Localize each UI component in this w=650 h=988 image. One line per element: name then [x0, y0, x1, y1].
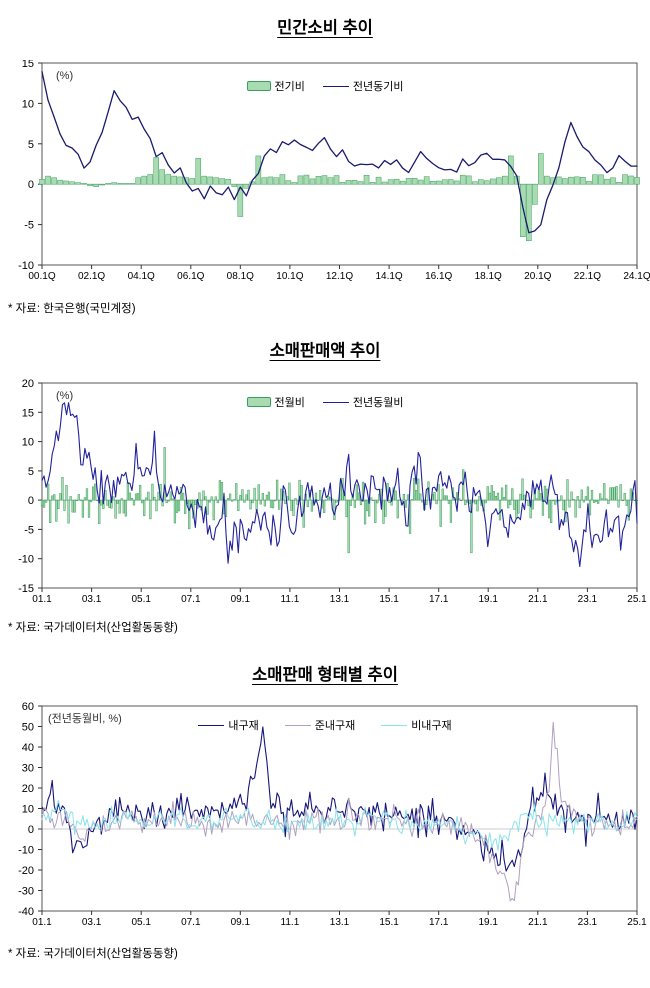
svg-text:07.1: 07.1	[181, 594, 201, 603]
svg-text:16.1Q: 16.1Q	[425, 271, 452, 282]
svg-text:15.1: 15.1	[379, 917, 399, 926]
svg-text:20: 20	[22, 378, 34, 390]
svg-text:21.1: 21.1	[528, 917, 548, 926]
svg-text:14.1Q: 14.1Q	[375, 271, 402, 282]
svg-text:10: 10	[22, 437, 34, 449]
svg-text:06.1Q: 06.1Q	[177, 271, 204, 282]
svg-text:10: 10	[22, 98, 34, 110]
svg-text:22.1Q: 22.1Q	[574, 271, 601, 282]
svg-text:19.1: 19.1	[478, 594, 498, 603]
svg-text:18.1Q: 18.1Q	[475, 271, 502, 282]
svg-text:05.1: 05.1	[131, 594, 151, 603]
svg-text:11.1: 11.1	[281, 917, 300, 926]
svg-text:19.1: 19.1	[478, 917, 498, 926]
svg-text:25.1: 25.1	[627, 594, 647, 603]
svg-text:08.1Q: 08.1Q	[227, 271, 254, 282]
svg-text:21.1: 21.1	[528, 594, 548, 603]
svg-text:30: 30	[22, 763, 34, 775]
svg-text:02.1Q: 02.1Q	[78, 271, 105, 282]
svg-text:23.1: 23.1	[578, 917, 598, 926]
svg-text:23.1: 23.1	[578, 594, 598, 603]
svg-text:0: 0	[28, 495, 34, 507]
svg-text:-30: -30	[18, 886, 34, 898]
svg-text:09.1: 09.1	[231, 917, 251, 926]
svg-text:17.1: 17.1	[429, 917, 449, 926]
svg-text:15: 15	[22, 60, 34, 70]
svg-text:01.1: 01.1	[32, 917, 52, 926]
svg-text:04.1Q: 04.1Q	[128, 271, 155, 282]
svg-text:-10: -10	[18, 845, 34, 857]
svg-text:03.1: 03.1	[82, 917, 102, 926]
svg-text:01.1: 01.1	[32, 594, 52, 603]
svg-text:24.1Q: 24.1Q	[623, 271, 650, 282]
svg-text:11.1: 11.1	[281, 594, 300, 603]
svg-text:10.1Q: 10.1Q	[276, 271, 303, 282]
svg-text:-20: -20	[18, 865, 34, 877]
svg-text:60: 60	[22, 701, 34, 713]
svg-text:-5: -5	[24, 220, 34, 232]
svg-text:40: 40	[22, 742, 34, 754]
svg-text:12.1Q: 12.1Q	[326, 271, 353, 282]
svg-text:03.1: 03.1	[82, 594, 102, 603]
svg-text:(%): (%)	[56, 70, 73, 82]
svg-text:(전년동월비, %): (전년동월비, %)	[48, 712, 122, 725]
svg-text:09.1: 09.1	[231, 594, 251, 603]
svg-text:-10: -10	[18, 554, 34, 566]
svg-text:20.1Q: 20.1Q	[524, 271, 551, 282]
svg-text:13.1: 13.1	[330, 917, 350, 926]
svg-text:0: 0	[28, 179, 34, 191]
svg-text:(%): (%)	[56, 390, 73, 402]
svg-text:25.1: 25.1	[627, 917, 647, 926]
svg-text:00.1Q: 00.1Q	[28, 271, 55, 282]
svg-text:0: 0	[28, 824, 34, 836]
svg-text:07.1: 07.1	[181, 917, 201, 926]
svg-text:5: 5	[28, 139, 34, 151]
svg-text:50: 50	[22, 722, 34, 734]
svg-text:17.1: 17.1	[429, 594, 449, 603]
svg-text:5: 5	[28, 466, 34, 478]
svg-text:13.1: 13.1	[330, 594, 350, 603]
svg-text:15.1: 15.1	[379, 594, 399, 603]
svg-text:-5: -5	[24, 524, 34, 536]
svg-text:15: 15	[22, 407, 34, 419]
svg-text:20: 20	[22, 783, 34, 795]
svg-text:05.1: 05.1	[131, 917, 151, 926]
svg-text:10: 10	[22, 804, 34, 816]
